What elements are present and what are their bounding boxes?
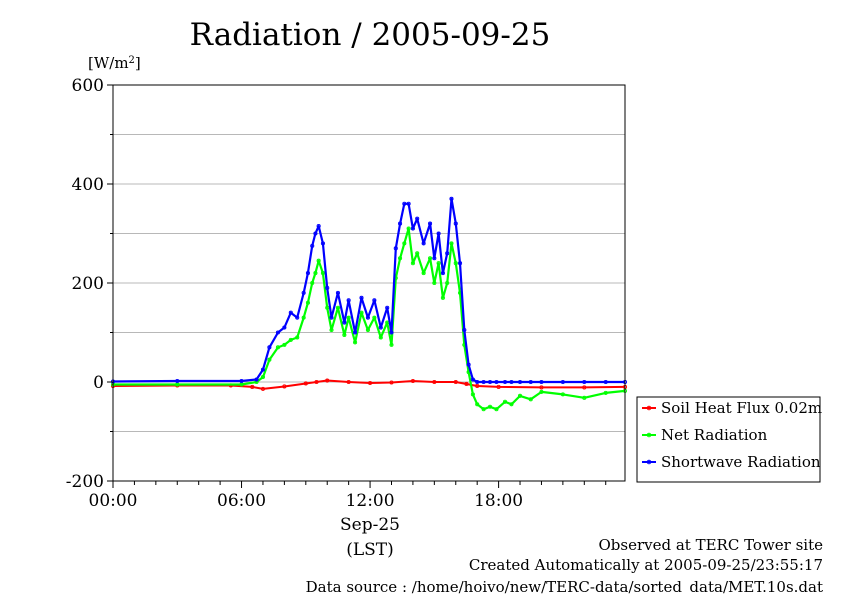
legend-label: Soil Heat Flux 0.02m	[661, 399, 822, 417]
legend-box	[636, 396, 821, 483]
series-net-radiation	[110, 226, 628, 412]
y-tick-label: 200	[72, 274, 104, 294]
series-line	[112, 197, 625, 384]
x-tick-label: 12:00	[346, 491, 395, 511]
y-tick-label: 0	[93, 373, 104, 393]
y-axis-unit: [W/m2]	[88, 54, 141, 72]
x-tick-label: 18:00	[474, 491, 523, 511]
x-axis-date-label: Sep-25	[340, 515, 400, 535]
chart-title: Radiation / 2005-09-25	[190, 17, 551, 53]
x-ticks: 00:00 06:00 12:00 18:00	[89, 481, 607, 511]
series-shortwave-radiation	[110, 196, 628, 385]
legend-marker	[646, 405, 652, 411]
x-tick-label: 06:00	[217, 491, 266, 511]
legend: Soil Heat Flux 0.02m Net Radiation Shortwa…	[636, 396, 822, 483]
legend-marker	[646, 432, 652, 438]
y-tick-label: 600	[72, 76, 104, 96]
y-tick-label: 400	[72, 175, 104, 195]
x-axis-timezone-label: (LST)	[346, 540, 394, 560]
series-line	[112, 379, 626, 390]
series-line	[113, 227, 626, 411]
series-soil-heat-flux-0-02m	[110, 378, 628, 391]
y-ticks: 600 400 200 0 -200	[66, 76, 113, 492]
footer-source: Data source : /home/hoivo/new/TERC-data/…	[306, 578, 823, 595]
legend-label: Shortwave Radiation	[661, 453, 821, 471]
footer-created: Created Automatically at 2005-09-25/23:5…	[469, 556, 823, 574]
footer-observed: Observed at TERC Tower site	[598, 536, 823, 554]
legend-label: Net Radiation	[661, 426, 768, 444]
series-layer	[110, 196, 628, 412]
y-tick-label: -200	[66, 472, 104, 492]
x-tick-label: 00:00	[89, 491, 138, 511]
legend-marker	[646, 459, 652, 465]
